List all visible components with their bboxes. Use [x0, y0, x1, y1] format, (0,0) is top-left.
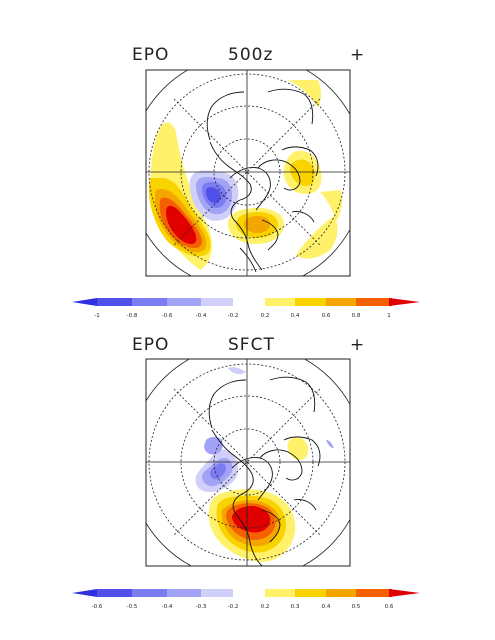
panel1-map: [146, 70, 350, 276]
panel2-tick-1: -0.5: [127, 604, 138, 610]
panel1-tick-4: -0.2: [228, 313, 239, 319]
panel1-colorbar-ticks: -1 -0.8 -0.6 -0.4 -0.2 0.2 0.4 0.6 0.8 1: [94, 313, 390, 319]
panel2-tick-7: 0.4: [322, 604, 331, 610]
panel2-phase-label: +: [350, 335, 365, 355]
panel2-index-label: EPO: [132, 335, 169, 355]
panel2-map: [146, 359, 350, 566]
panel1-tick-1: -0.8: [127, 313, 138, 319]
panel1-coastlines: [206, 88, 319, 273]
panel1-colorbar: [72, 298, 420, 306]
panel1-shading: [148, 80, 343, 276]
panel1-index-label: EPO: [132, 45, 169, 65]
panel1-tick-0: -1: [94, 313, 99, 319]
panel2-tick-8: 0.5: [352, 604, 361, 610]
panel2-shading: [195, 367, 334, 562]
panel2-grid: [146, 359, 350, 566]
panel2-colorbar-ticks: -0.6 -0.5 -0.4 -0.3 -0.2 0.2 0.3 0.4 0.5…: [92, 604, 394, 610]
panel1-tick-5: 0.2: [261, 313, 270, 319]
panel2-coastlines: [208, 376, 321, 566]
panel2-tick-5: 0.2: [261, 604, 270, 610]
panel2-tick-9: 0.6: [385, 604, 394, 610]
panel1-field-label: 500z: [228, 45, 273, 65]
panel1-grid: [146, 70, 350, 276]
region-iberia-positive: [296, 216, 338, 259]
panel1-frame: [145, 69, 351, 277]
region-northern-europe-positive: [287, 437, 308, 460]
panel-500z: EPO 500z +: [72, 45, 420, 319]
panel1-tick-6: 0.4: [291, 313, 300, 319]
panel2-tick-4: -0.2: [228, 604, 239, 610]
panel2-tick-3: -0.3: [196, 604, 207, 610]
panel2-tick-2: -0.4: [162, 604, 173, 610]
panel1-tick-2: -0.6: [162, 313, 173, 319]
panel1-tick-7: 0.6: [322, 313, 331, 319]
panel1-tick-9: 1: [387, 313, 391, 319]
panel2-tick-0: -0.6: [92, 604, 103, 610]
region-north-atlantic-positive: [288, 80, 321, 108]
panel-sfct: EPO SFCT +: [72, 335, 420, 610]
panel2-frame: [145, 358, 351, 567]
panel1-phase-label: +: [350, 45, 365, 65]
panel2-tick-6: 0.3: [291, 604, 300, 610]
panel1-tick-3: -0.4: [196, 313, 207, 319]
panel1-tick-8: 0.8: [352, 313, 361, 319]
panel2-field-label: SFCT: [228, 335, 275, 355]
panel2-colorbar: [72, 589, 420, 597]
